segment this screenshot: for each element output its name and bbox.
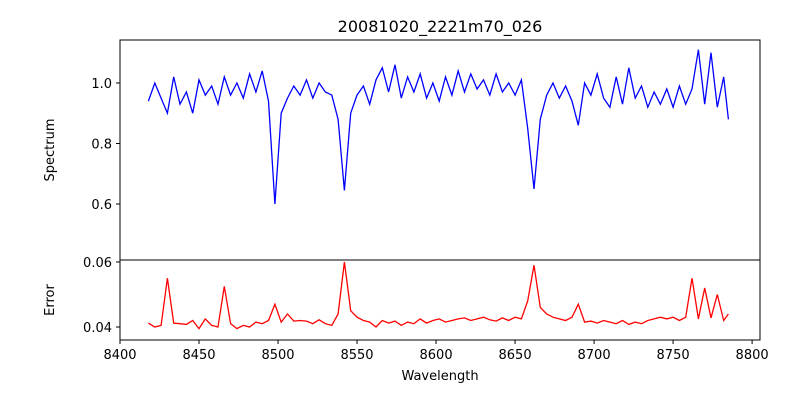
y-tick-label: 1.0: [91, 77, 112, 92]
error-axes: 0.04 0.06 8400 8450 8500 8550 8600 8650 8700 8750…: [83, 256, 769, 363]
error-ylabel: Error: [43, 284, 58, 316]
x-tick-label: 8400: [103, 348, 136, 363]
y-tick-label: 0.6: [91, 198, 112, 213]
spectrum-series-line: [147, 49, 730, 205]
axes-frame: [119, 39, 761, 261]
x-tick-label: 8700: [578, 348, 611, 363]
error-series-line: [148, 261, 729, 330]
y-tick-label: 0.06: [83, 256, 112, 271]
x-tick-label: 8600: [420, 348, 453, 363]
x-tick-label: 8550: [340, 348, 373, 363]
chart-title: 20081020_2221m70_026: [338, 17, 543, 37]
spectrum-axes: 0.6 0.8 1.0: [91, 39, 761, 261]
spectrum-ylabel: Spectrum: [43, 119, 58, 182]
x-tick-label: 8500: [261, 348, 294, 363]
x-tick-label: 8800: [736, 348, 769, 363]
y-tick-label: 0.8: [91, 137, 112, 152]
y-tick-label: 0.04: [83, 321, 112, 336]
x-axis-label: Wavelength: [401, 369, 478, 384]
x-tick-label: 8450: [182, 348, 215, 363]
x-tick-label: 8750: [657, 348, 690, 363]
axes-frame: [119, 259, 761, 341]
x-tick-label: 8650: [499, 348, 532, 363]
